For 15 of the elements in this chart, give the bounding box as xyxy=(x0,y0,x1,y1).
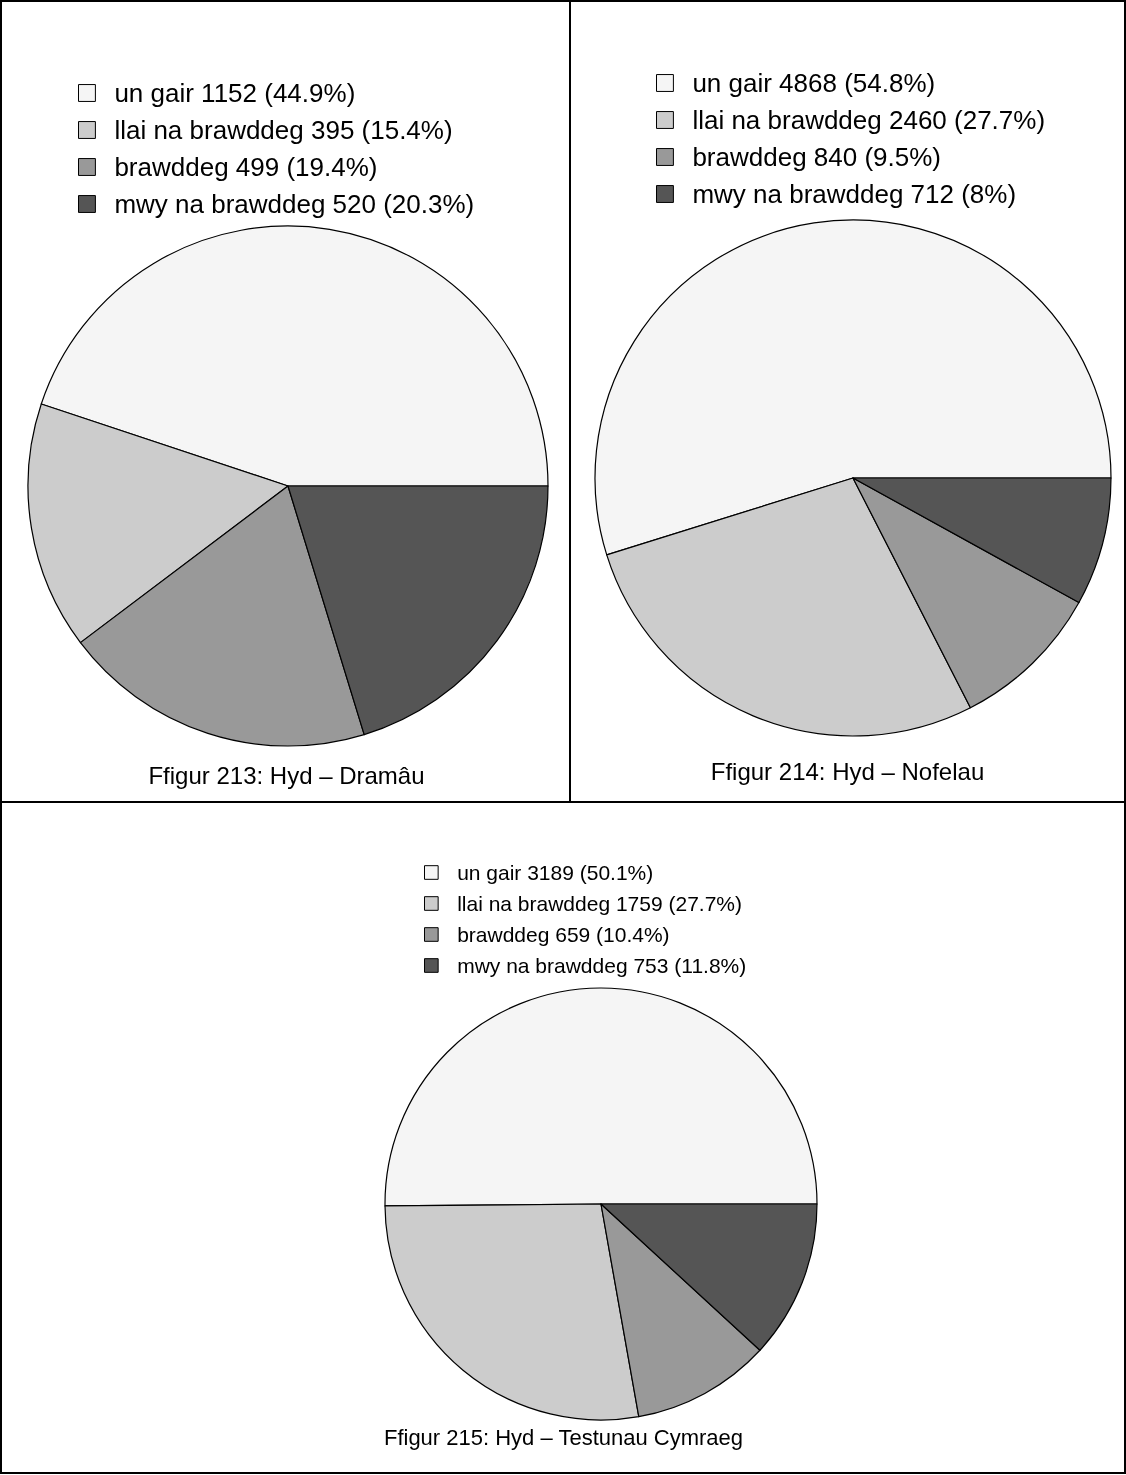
legend-label: brawddeg 840 (9.5%) xyxy=(692,142,942,172)
legend-label: mwy na brawddeg 712 (8%) xyxy=(692,179,1017,209)
legend-label: un gair 4868 (54.8%) xyxy=(692,68,936,98)
legend-label: brawddeg 659 (10.4%) xyxy=(457,923,670,946)
text: Ffigur 213: Hyd – Dramâu xyxy=(148,761,425,789)
text: Ffigur 214: Hyd – Nofelau xyxy=(710,757,985,785)
legend-label: llai na brawddeg 1759 (27.7%) xyxy=(457,892,743,915)
legend-label: mwy na brawddeg 520 (20.3%) xyxy=(114,189,475,219)
legend-label: llai na brawddeg 2460 (27.7%) xyxy=(692,105,1046,135)
legend-label: mwy na brawddeg 753 (11.8%) xyxy=(457,954,747,977)
legend-label: brawddeg 499 (19.4%) xyxy=(114,152,378,182)
text: Ffigur 215: Hyd – Testunau Cymraeg xyxy=(383,1424,744,1450)
legend-label: llai na brawddeg 395 (15.4%) xyxy=(114,115,453,145)
legend-label: un gair 1152 (44.9%) xyxy=(114,78,356,108)
legend-label: un gair 3189 (50.1%) xyxy=(457,861,654,884)
